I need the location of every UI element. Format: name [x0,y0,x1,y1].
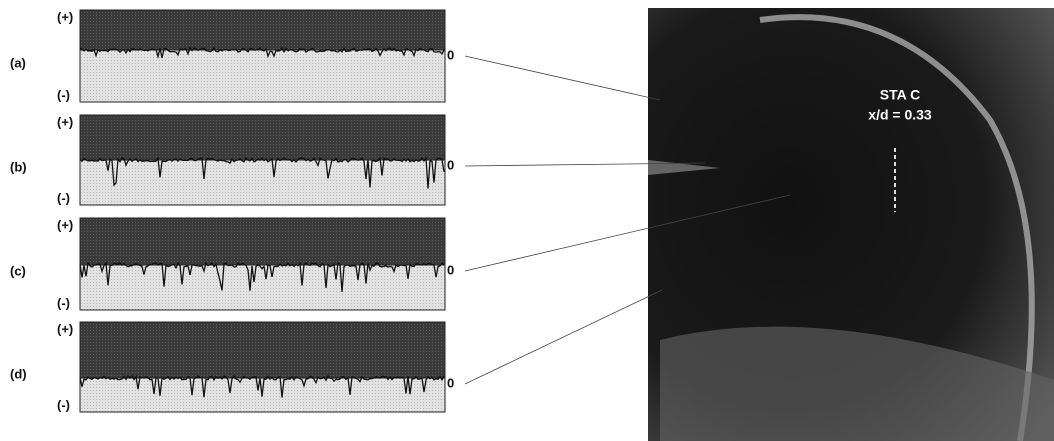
station-label: STA C [880,87,920,103]
signal-bottom [80,50,445,102]
panel-label: (b) [10,159,27,174]
signal-top [80,115,445,160]
signal-bottom [80,160,445,205]
plus-label: (+) [57,321,73,336]
signal-bottom [80,265,445,310]
plus-label: (+) [57,217,73,232]
photo: STA C x/d = 0.33 [648,8,1054,441]
position-label: x/d = 0.33 [868,107,932,123]
zero-label: 0 [447,47,454,62]
panel-label: (a) [10,55,26,70]
minus-label: (-) [57,87,70,102]
figure: STA C x/d = 0.33 (+) (-) (a) 0 (+) (-) (b) 0 (+)… [0,0,1054,441]
zero-label: 0 [447,375,454,390]
signal-top [80,10,445,50]
panel-label: (d) [10,366,27,381]
zero-label: 0 [447,262,454,277]
leader-line [465,56,660,100]
plus-label: (+) [57,9,73,24]
minus-label: (-) [57,397,70,412]
zero-label: 0 [447,157,454,172]
plus-label: (+) [57,114,73,129]
minus-label: (-) [57,295,70,310]
signal-top [80,218,445,265]
panel-label: (c) [10,263,26,278]
signal-top [80,322,445,378]
minus-label: (-) [57,190,70,205]
leader-line [465,290,662,384]
